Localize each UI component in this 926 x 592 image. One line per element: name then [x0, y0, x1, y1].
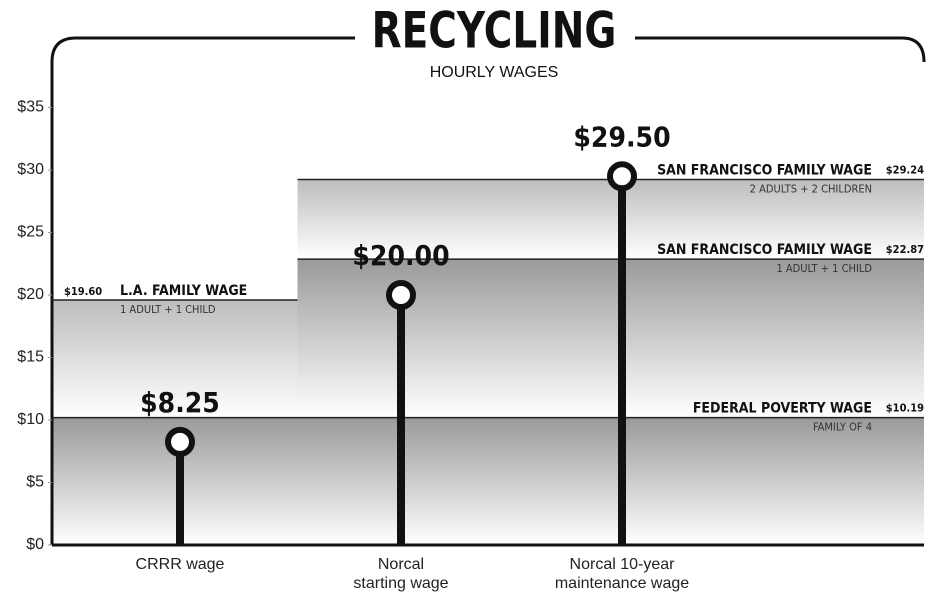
reference-value-label: $19.60 — [64, 285, 102, 298]
reference-value-label: $10.19 — [886, 402, 924, 415]
y-tick-label: $5 — [26, 474, 44, 491]
reference-band — [297, 259, 924, 418]
reference-value-label: $22.87 — [886, 243, 924, 256]
value-label: $20.00 — [352, 239, 449, 272]
y-tick-label: $35 — [17, 99, 44, 116]
lollipop-head — [607, 161, 637, 192]
reference-band — [52, 300, 298, 418]
x-tick-label: Norcal 10-year maintenance wage — [555, 556, 689, 592]
value-label: $29.50 — [573, 120, 670, 153]
reference-name: FEDERAL POVERTY WAGE — [693, 401, 872, 417]
chart-title: RECYCLING — [372, 1, 617, 60]
reference-note: 1 ADULT + 1 CHILD — [776, 262, 872, 275]
reference-note: FAMILY OF 4 — [813, 421, 872, 434]
reference-name: SAN FRANCISCO FAMILY WAGE — [657, 242, 872, 258]
value-label: $8.25 — [140, 386, 220, 419]
reference-note: 1 ADULT + 1 CHILD — [120, 303, 216, 316]
chart-subtitle: HOURLY WAGES — [430, 64, 559, 81]
x-tick-label: Norcal starting wage — [353, 556, 448, 592]
y-tick-label: $10 — [17, 411, 44, 428]
reference-note: 2 ADULTS + 2 CHILDREN — [750, 183, 872, 196]
y-tick-label: $30 — [17, 161, 44, 178]
lollipop-head — [386, 280, 416, 310]
reference-name: L.A. FAMILY WAGE — [120, 283, 247, 299]
y-tick-label: $15 — [17, 349, 44, 366]
reference-name: SAN FRANCISCO FAMILY WAGE — [657, 163, 872, 179]
y-tick-label: $25 — [17, 224, 44, 241]
reference-value-label: $29.24 — [886, 164, 924, 177]
y-tick-label: $20 — [17, 286, 44, 303]
reference-band — [297, 179, 924, 260]
lollipop-head — [165, 426, 195, 457]
y-tick-label: $0 — [26, 536, 44, 553]
frame — [50, 36, 926, 545]
x-tick-label: CRRR wage — [136, 556, 225, 573]
reference-band — [52, 417, 924, 545]
